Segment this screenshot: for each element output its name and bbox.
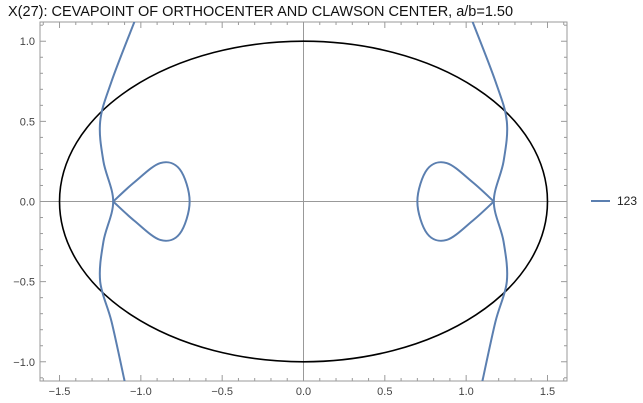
y-tick-label: 0.5 — [20, 116, 35, 128]
reference-ellipse — [58, 40, 549, 363]
x-tick-label: −1.0 — [130, 386, 152, 398]
y-tick-label: 1.0 — [20, 36, 35, 48]
series-layer — [58, 22, 549, 381]
origin-axes — [40, 22, 567, 381]
legend: 123 — [591, 194, 637, 208]
x-tick-label: −0.5 — [211, 386, 233, 398]
legend-label-123: 123 — [617, 194, 637, 208]
curve-left-loop — [112, 161, 191, 242]
x-tick-label: −1.5 — [49, 386, 71, 398]
x-tick-label: 0.5 — [377, 386, 392, 398]
tick-labels: −1.5 −1.0 −0.5 0.0 0.5 1.0 1.5 1.0 0.5 0.0 −0.5 −1.… — [13, 36, 555, 398]
y-tick-label: −0.5 — [13, 277, 35, 289]
chart-title: X(27): CEVAPOINT OF ORTHOCENTER AND CLAW… — [8, 4, 513, 20]
y-tick-label: −1.0 — [13, 357, 35, 369]
y-tick-label: 0.0 — [20, 197, 35, 209]
x-tick-label: 1.5 — [540, 386, 555, 398]
x-tick-label: 1.0 — [459, 386, 474, 398]
x-tick-label: 0.0 — [296, 386, 311, 398]
curve-right-loop — [416, 161, 495, 242]
